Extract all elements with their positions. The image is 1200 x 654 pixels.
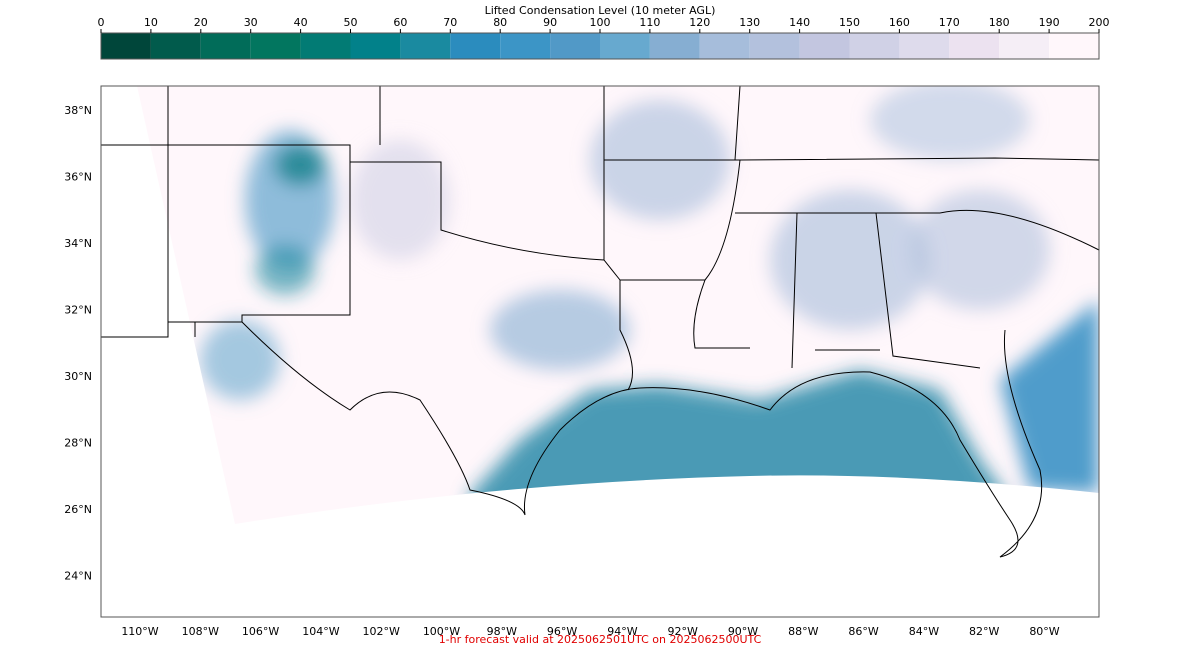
colorbar-segment [150, 33, 201, 59]
colorbar-tick-label: 140 [789, 16, 810, 29]
lat-label: 36°N [64, 171, 92, 184]
borders [101, 85, 1100, 558]
colorbar-segment [849, 33, 900, 59]
colorbar-tick-label: 130 [739, 16, 760, 29]
lon-label: 98°W [487, 625, 517, 638]
colorbar-segment [250, 33, 301, 59]
colorbar-tick-label: 40 [294, 16, 308, 29]
lat-label: 28°N [64, 437, 92, 450]
colorbar-segment [749, 33, 800, 59]
lat-label: 38°N [64, 104, 92, 117]
lon-label: 96°W [547, 625, 577, 638]
map-frame [100, 85, 1100, 618]
colorbar-tick-label: 170 [939, 16, 960, 29]
lon-label: 100°W [423, 625, 460, 638]
lat-label: 30°N [64, 370, 92, 383]
colorbar-tick-label: 190 [1039, 16, 1060, 29]
colorbar-tick-label: 100 [590, 16, 611, 29]
colorbar-segment [899, 33, 950, 59]
colorbar-segment [949, 33, 1000, 59]
lon-label: 88°W [788, 625, 818, 638]
footer: 1-hr forecast valid at 2025062501UTC on … [439, 633, 762, 646]
lon-label: 80°W [1029, 625, 1059, 638]
lon-label: 108°W [182, 625, 219, 638]
colorbar-tick-label: 10 [144, 16, 158, 29]
colorbar-tick-label: 200 [1089, 16, 1110, 29]
colorbar-segment [350, 33, 401, 59]
colorbar-segment [450, 33, 501, 59]
colorbar-tick-label: 180 [989, 16, 1010, 29]
lon-label: 94°W [607, 625, 637, 638]
lon-label: 110°W [121, 625, 158, 638]
colorbar-tick-label: 30 [244, 16, 258, 29]
colorbar-tick-label: 50 [344, 16, 358, 29]
colorbar-tick-label: 150 [839, 16, 860, 29]
colorbar-tick-label: 0 [98, 16, 105, 29]
colorbar-segment [999, 33, 1050, 59]
lon-label: 86°W [848, 625, 878, 638]
colorbar-tick-label: 80 [493, 16, 507, 29]
lon-label: 102°W [363, 625, 400, 638]
lon-label: 92°W [668, 625, 698, 638]
lon-label: 82°W [969, 625, 999, 638]
colorbar-tick-label: 20 [194, 16, 208, 29]
colorbar-segment [101, 33, 151, 59]
colorbar-segment [600, 33, 650, 59]
lon-label: 104°W [302, 625, 339, 638]
field [137, 86, 1099, 524]
lat-label: 26°N [64, 503, 92, 516]
lon-label: 84°W [909, 625, 939, 638]
lon-label: 90°W [728, 625, 758, 638]
field-blobs [200, 86, 1099, 520]
lat-label: 34°N [64, 237, 92, 250]
colorbar-segment [1049, 33, 1099, 59]
colorbar-segment [550, 33, 600, 59]
colorbar-segment [400, 33, 451, 59]
colorbar-tick-label: 110 [639, 16, 660, 29]
lon-label: 106°W [242, 625, 279, 638]
colorbar-tick-label: 120 [689, 16, 710, 29]
lat-label: 24°N [64, 570, 92, 583]
colorbar-segment [500, 33, 551, 59]
colorbar-segment [200, 33, 251, 59]
colorbar [101, 33, 1099, 59]
colorbar-tick-label: 90 [543, 16, 557, 29]
colorbar-segment [799, 33, 850, 59]
lat-label: 32°N [64, 304, 92, 317]
colorbar-segment [649, 33, 700, 59]
colorbar-tick-label: 70 [443, 16, 457, 29]
colorbar-segment [300, 33, 351, 59]
colorbar-segment [699, 33, 750, 59]
colorbar-tick-label: 160 [889, 16, 910, 29]
colorbar-tick-label: 60 [393, 16, 407, 29]
colorbar-title: Lifted Condensation Level (10 meter AGL) [485, 4, 716, 17]
